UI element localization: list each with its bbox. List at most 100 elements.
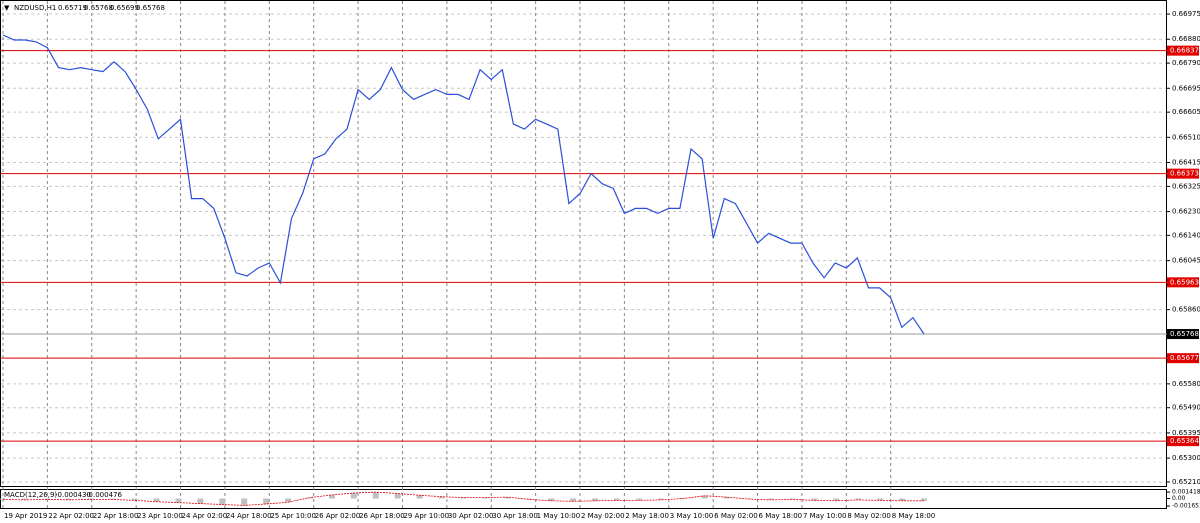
macd-bar xyxy=(877,498,884,501)
y-tick-label: 0.66045 xyxy=(1172,257,1200,265)
current-price-label: 0.65768 xyxy=(1170,330,1199,338)
macd-tick-label: -0.001651 xyxy=(1172,503,1200,510)
macd-bar xyxy=(921,498,927,501)
y-tick-label: 0.65300 xyxy=(1172,454,1200,462)
level-tag xyxy=(1167,353,1199,364)
macd-bar xyxy=(153,498,160,502)
macd-bar xyxy=(548,498,555,501)
macd-bar xyxy=(197,498,204,504)
level-tag xyxy=(1167,45,1199,56)
x-tick-label: 3 May 10:00 xyxy=(670,512,714,520)
y-tick-label: 0.65395 xyxy=(1172,429,1200,437)
macd-bar xyxy=(592,498,599,501)
level-label: 0.66837 xyxy=(1170,47,1199,55)
y-tick-label: 0.66880 xyxy=(1172,35,1200,43)
macd-bar xyxy=(416,495,423,499)
macd-tick-label: 0.00 xyxy=(1172,495,1186,502)
y-tick-label: 0.66140 xyxy=(1172,231,1200,239)
x-tick-label: 30 Apr 02:00 xyxy=(448,512,494,520)
x-tick-label: 2 May 02:00 xyxy=(581,512,625,520)
x-tick-label: 8 May 02:00 xyxy=(847,512,891,520)
macd-bar xyxy=(263,498,270,505)
x-tick-label: 26 Apr 02:00 xyxy=(315,512,361,520)
x-tick-label: 25 Apr 10:00 xyxy=(270,512,316,520)
y-tick-label: 0.66975 xyxy=(1172,10,1200,18)
y-tick-label: 0.66230 xyxy=(1172,208,1200,216)
y-tick-label: 0.66790 xyxy=(1172,59,1200,67)
macd-bar xyxy=(350,493,357,499)
x-tick-label: 8 May 18:00 xyxy=(892,512,936,520)
macd-bar xyxy=(460,497,467,499)
x-tick-label: 22 Apr 02:00 xyxy=(48,512,94,520)
macd-bar xyxy=(21,498,28,500)
macd-bar xyxy=(43,498,50,500)
macd-bar xyxy=(767,498,774,500)
macd-bar xyxy=(789,498,796,500)
macd-bar xyxy=(131,498,138,501)
macd-bar xyxy=(175,498,182,503)
y-tick-label: 0.65490 xyxy=(1172,404,1200,412)
macd-bar xyxy=(657,498,664,500)
x-tick-label: 7 May 10:00 xyxy=(803,512,847,520)
macd-bar xyxy=(723,497,730,499)
current-price-tag xyxy=(1167,329,1199,340)
x-tick-label: 22 Apr 18:00 xyxy=(93,512,139,520)
symbol: NZDUSD,H1 xyxy=(14,4,56,12)
ohlc-close: 0.65768 xyxy=(136,4,165,12)
level-label: 0.65963 xyxy=(1170,278,1199,286)
x-tick-label: 30 Apr 18:00 xyxy=(492,512,538,520)
level-tag xyxy=(1167,277,1199,288)
macd-bar xyxy=(285,498,292,503)
macd-tick-label: 0.001418 xyxy=(1172,489,1200,496)
macd-bar xyxy=(899,498,906,501)
macd-bar xyxy=(219,498,226,505)
macd-bar xyxy=(570,498,577,502)
y-tick-label: 0.66415 xyxy=(1172,159,1200,167)
macd-bar xyxy=(833,498,840,501)
y-tick-label: 0.65580 xyxy=(1172,380,1200,388)
x-tick-label: 23 Apr 10:00 xyxy=(137,512,183,520)
x-tick-label: 19 Apr 2019 xyxy=(4,512,47,520)
macd-bar xyxy=(701,495,708,499)
ohlc-high: 0.65768 xyxy=(84,4,113,12)
macd-signal: -0.000476 xyxy=(86,491,122,499)
macd-panel xyxy=(0,489,1167,509)
macd-bar xyxy=(109,498,116,500)
macd-bar xyxy=(635,498,642,501)
macd-bar xyxy=(241,498,248,506)
x-tick-label: 24 Apr 18:00 xyxy=(226,512,272,520)
macd-bar xyxy=(438,496,445,499)
level-label: 0.66373 xyxy=(1170,170,1199,178)
x-tick-label: 1 May 10:00 xyxy=(537,512,581,520)
y-tick-label: 0.66695 xyxy=(1172,84,1200,92)
macd-bar xyxy=(394,493,401,499)
macd-bar xyxy=(614,498,620,501)
y-tick-label: 0.66325 xyxy=(1172,182,1200,190)
macd-signal-line xyxy=(2,491,924,506)
x-tick-label: 6 May 02:00 xyxy=(714,512,758,520)
macd-bar xyxy=(0,498,6,500)
macd-bar xyxy=(855,498,862,500)
level-tag xyxy=(1167,168,1199,179)
main-panel xyxy=(0,0,1167,487)
level-label: 0.65364 xyxy=(1170,437,1199,445)
level-tag xyxy=(1167,436,1199,447)
macd-bar xyxy=(482,497,489,499)
x-tick-label: 2 May 18:00 xyxy=(625,512,669,520)
ohlc-open: 0.65719 xyxy=(58,4,87,12)
ohlc-low: 0.65699 xyxy=(110,4,139,12)
x-tick-label: 24 Apr 02:00 xyxy=(182,512,228,520)
macd-bar xyxy=(307,497,313,499)
y-tick-label: 0.66605 xyxy=(1172,108,1200,116)
panel-arrow: ▼ xyxy=(4,4,10,12)
x-tick-label: 26 Apr 18:00 xyxy=(359,512,405,520)
macd-bar xyxy=(526,498,533,500)
macd-bar xyxy=(372,492,379,499)
level-label: 0.65677 xyxy=(1170,354,1199,362)
macd-main: -0.000430 xyxy=(55,491,91,499)
macd-title: MACD(12,26,9) xyxy=(4,491,57,499)
price-line xyxy=(2,34,925,335)
x-tick-label: 29 Apr 10:00 xyxy=(403,512,449,520)
macd-bar xyxy=(87,498,94,500)
